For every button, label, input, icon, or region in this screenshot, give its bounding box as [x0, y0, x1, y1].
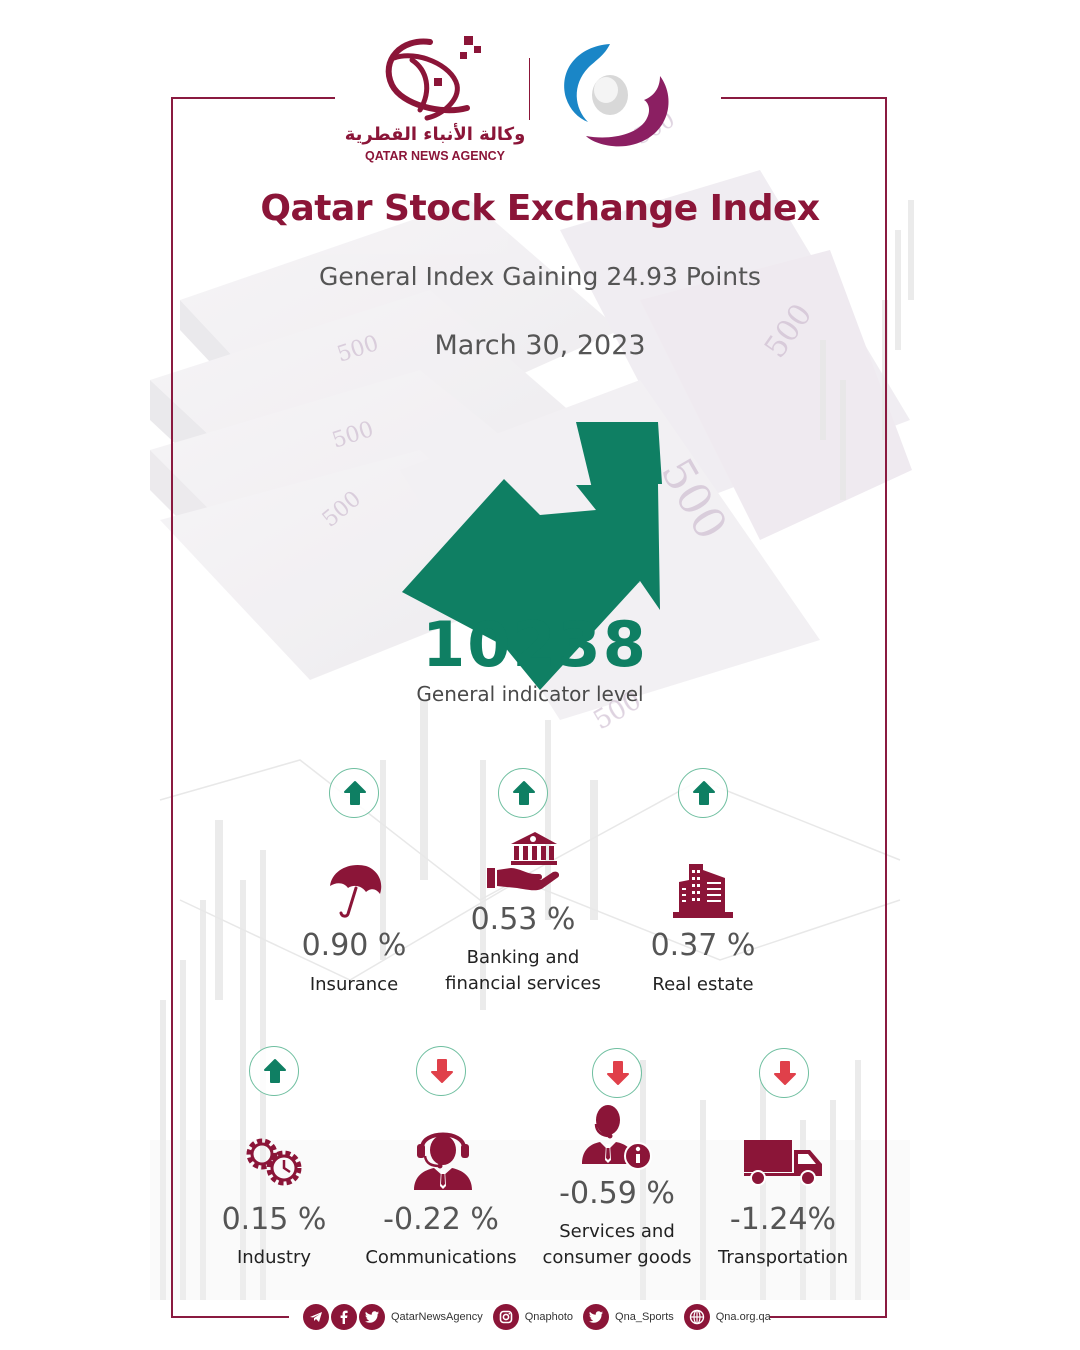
sector-name: Communications [365, 1247, 517, 1268]
subtitle: General Index Gaining 24.93 Points [319, 262, 761, 291]
sector-name-line1: Banking and [466, 947, 580, 968]
qse-pearl-logo-icon [564, 44, 669, 147]
frame-bottom-left-line [171, 1316, 289, 1318]
frame-left-line [171, 97, 173, 1318]
date: March 30, 2023 [434, 330, 646, 361]
social-handle-website[interactable]: Qna.org.qa [715, 1311, 771, 1323]
direction-up-badge [498, 768, 548, 818]
direction-up-badge [329, 768, 379, 818]
arrow-down-icon [774, 1061, 796, 1085]
sector-name-line2: financial services [445, 973, 601, 994]
direction-up-badge [249, 1046, 299, 1096]
social-handle-qna-sports[interactable]: Qna_Sports [615, 1311, 674, 1323]
page-title: Qatar Stock Exchange Index [260, 188, 820, 229]
instagram-icon[interactable] [492, 1304, 519, 1330]
social-handle-qnaphoto[interactable]: Qnaphoto [524, 1311, 574, 1323]
sector-change: 0.15 % [221, 1202, 327, 1237]
qna-logo-icon [385, 36, 481, 121]
arrow-up-icon [513, 781, 535, 805]
direction-down-badge [759, 1048, 809, 1098]
logo-divider [529, 58, 530, 120]
agent-info-icon [582, 1105, 652, 1170]
sector-name: Transportation [718, 1247, 848, 1268]
social-handle-qatarnewsagency[interactable]: QatarNewsAgency [391, 1311, 483, 1323]
sector-name: Insurance [309, 974, 399, 995]
arrow-up-icon [264, 1059, 286, 1083]
arrow-up-icon [344, 781, 366, 805]
agency-name-arabic: وكالة الأنباء القطرية [344, 124, 526, 145]
agency-name-english: QATAR NEWS AGENCY [364, 149, 506, 163]
globe-icon[interactable] [683, 1304, 710, 1330]
frame-top-right-line [721, 97, 887, 99]
sector-change: 0.53 % [470, 902, 576, 937]
bank-in-hand-icon [487, 832, 559, 891]
sector-change: -1.24% [729, 1202, 837, 1237]
sector-name: Real estate [652, 974, 754, 995]
sector-name: Industry [236, 1247, 312, 1268]
index-label: General indicator level [416, 682, 644, 706]
telegram-icon[interactable] [303, 1304, 329, 1330]
direction-down-badge [416, 1046, 466, 1096]
sector-change: 0.37 % [650, 928, 756, 963]
twitter-icon[interactable] [359, 1304, 385, 1330]
twitter-icon[interactable] [583, 1304, 610, 1330]
social-bar: QatarNewsAgency Qnaphoto Qna_Sports Qna.… [303, 1302, 781, 1332]
frame-top-left-line [171, 97, 335, 99]
sector-name-line2: consumer goods [542, 1247, 692, 1268]
index-value: 10238 [422, 608, 648, 681]
arrow-down-icon [607, 1061, 629, 1085]
facebook-icon[interactable] [331, 1304, 357, 1330]
truck-icon [744, 1140, 822, 1186]
sector-change: -0.22 % [383, 1202, 499, 1237]
sector-name-line1: Services and [559, 1221, 675, 1242]
frame-bottom-right-line [770, 1316, 887, 1318]
arrow-up-icon [693, 781, 715, 805]
arrow-down-icon [431, 1059, 453, 1083]
umbrella-icon [330, 864, 382, 918]
direction-down-badge [592, 1048, 642, 1098]
gears-icon [246, 1138, 302, 1186]
frame-right-line [885, 97, 887, 1318]
sector-change: 0.90 % [301, 928, 407, 963]
sector-change: -0.59 % [559, 1176, 675, 1211]
building-icon [673, 864, 733, 918]
direction-up-badge [678, 768, 728, 818]
headset-agent-icon [414, 1132, 472, 1190]
